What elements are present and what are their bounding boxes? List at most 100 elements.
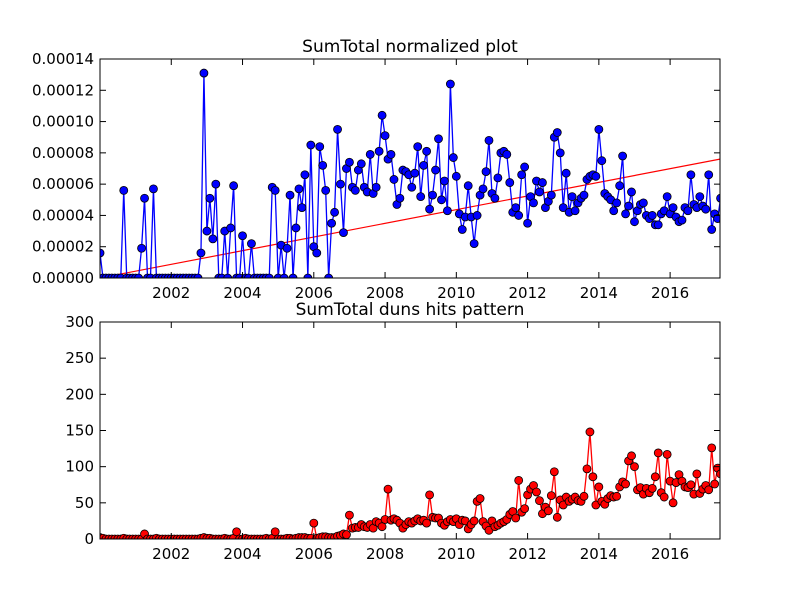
data-point bbox=[410, 168, 420, 178]
chart-1: SumTotal normalized plot 2002 2004 2006 200… bbox=[32, 37, 721, 302]
y-tick-label: 50 bbox=[75, 494, 94, 512]
data-point bbox=[377, 110, 387, 120]
data-point bbox=[294, 184, 304, 194]
y-tick-label: 300 bbox=[65, 313, 94, 331]
data-point bbox=[624, 201, 633, 211]
data-point bbox=[312, 248, 322, 258]
data-point bbox=[716, 469, 720, 479]
data-point bbox=[597, 156, 607, 166]
data-point bbox=[546, 190, 556, 200]
data-point bbox=[535, 187, 544, 197]
data-point bbox=[264, 273, 274, 278]
data-point bbox=[422, 146, 432, 156]
data-point bbox=[270, 527, 280, 537]
data-point bbox=[407, 182, 417, 192]
x-tick-label: 2002 bbox=[152, 545, 190, 563]
data-point bbox=[330, 207, 339, 217]
data-point bbox=[517, 170, 527, 180]
data-point bbox=[588, 472, 598, 482]
data-point bbox=[300, 170, 310, 180]
data-point bbox=[140, 193, 149, 203]
y-tick-label: 0.00004 bbox=[32, 206, 94, 224]
data-point bbox=[229, 181, 239, 191]
chart-1-trendline bbox=[100, 158, 720, 278]
data-point bbox=[532, 487, 541, 497]
data-point bbox=[345, 510, 354, 520]
data-point bbox=[493, 173, 503, 183]
data-point bbox=[431, 165, 440, 175]
x-tick-label: 2014 bbox=[580, 284, 618, 302]
data-point bbox=[318, 160, 328, 170]
data-point bbox=[196, 248, 206, 258]
data-point bbox=[205, 193, 215, 203]
x-tick-label: 2004 bbox=[223, 284, 261, 302]
data-point bbox=[546, 491, 556, 501]
data-point bbox=[282, 243, 292, 253]
x-tick-label: 2008 bbox=[366, 545, 404, 563]
data-point bbox=[472, 211, 482, 220]
data-point bbox=[413, 142, 423, 152]
data-point bbox=[710, 479, 720, 489]
data-point bbox=[345, 157, 354, 167]
data-point bbox=[306, 140, 316, 150]
data-point bbox=[668, 203, 678, 213]
chart-1-trendline-layer bbox=[100, 158, 720, 278]
data-point bbox=[475, 494, 485, 503]
x-tick-label: 2004 bbox=[223, 545, 261, 563]
chart-1-title: SumTotal normalized plot bbox=[302, 37, 518, 57]
data-point bbox=[469, 239, 479, 248]
x-tick-label: 2014 bbox=[580, 545, 618, 563]
y-tick-label: 0.00008 bbox=[32, 144, 94, 162]
data-point bbox=[653, 220, 663, 230]
chart-2: SumTotal duns hits pattern 2002 2004 2006 2… bbox=[65, 300, 721, 563]
data-point bbox=[618, 151, 628, 161]
data-point bbox=[511, 203, 521, 213]
chart-2-title: SumTotal duns hits pattern bbox=[296, 300, 525, 320]
data-point bbox=[555, 148, 565, 158]
x-tick-label: 2008 bbox=[366, 284, 404, 302]
data-point bbox=[683, 206, 693, 216]
data-point bbox=[627, 451, 636, 461]
data-point bbox=[570, 206, 580, 216]
data-point bbox=[481, 167, 491, 177]
data-point bbox=[374, 146, 384, 156]
data-point bbox=[621, 479, 630, 489]
data-point bbox=[193, 273, 203, 278]
data-point bbox=[469, 516, 479, 526]
data-point bbox=[549, 467, 559, 477]
x-tick-label: 2012 bbox=[508, 545, 546, 563]
y-tick-label: 200 bbox=[65, 385, 94, 403]
data-point bbox=[704, 485, 714, 495]
x-tick-label: 2006 bbox=[295, 284, 333, 302]
y-tick-label: 0.00000 bbox=[32, 269, 94, 287]
y-tick-label: 150 bbox=[65, 422, 94, 440]
data-point bbox=[668, 498, 678, 508]
data-point bbox=[440, 176, 449, 186]
data-point bbox=[247, 239, 256, 248]
data-point bbox=[594, 124, 604, 134]
data-point bbox=[538, 178, 547, 187]
data-point bbox=[457, 225, 467, 234]
chart-2-plot-area bbox=[100, 427, 720, 539]
data-point bbox=[380, 131, 390, 141]
y-tick-label: 0.00012 bbox=[32, 81, 94, 99]
data-point bbox=[505, 178, 515, 187]
data-point bbox=[211, 179, 221, 189]
data-point bbox=[511, 513, 521, 523]
data-point bbox=[707, 225, 717, 234]
data-point bbox=[371, 182, 381, 192]
data-point bbox=[594, 482, 604, 492]
data-point bbox=[321, 185, 331, 195]
data-point bbox=[238, 231, 247, 241]
data-point bbox=[422, 518, 432, 528]
data-point bbox=[686, 480, 696, 490]
y-tick-label: 0.00010 bbox=[32, 113, 94, 131]
chart-1-x-axis: 2002 2004 2006 2008 2010 2012 2014 2016 bbox=[152, 59, 689, 302]
data-point bbox=[451, 171, 461, 181]
y-tick-label: 0 bbox=[84, 530, 94, 548]
data-point bbox=[558, 203, 568, 213]
data-point bbox=[484, 135, 494, 145]
data-point bbox=[336, 179, 345, 189]
data-point bbox=[615, 181, 625, 191]
